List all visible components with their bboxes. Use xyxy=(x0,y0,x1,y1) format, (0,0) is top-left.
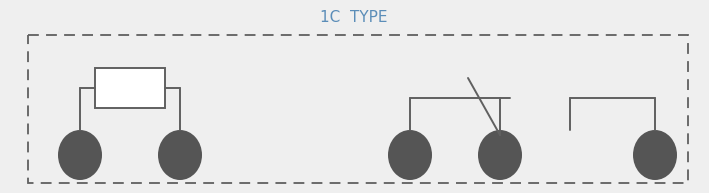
Text: 1C  TYPE: 1C TYPE xyxy=(320,10,388,25)
Ellipse shape xyxy=(633,130,677,180)
Bar xyxy=(28,35,688,183)
Bar xyxy=(95,68,165,108)
Ellipse shape xyxy=(158,130,202,180)
Ellipse shape xyxy=(478,130,522,180)
Ellipse shape xyxy=(388,130,432,180)
Ellipse shape xyxy=(58,130,102,180)
